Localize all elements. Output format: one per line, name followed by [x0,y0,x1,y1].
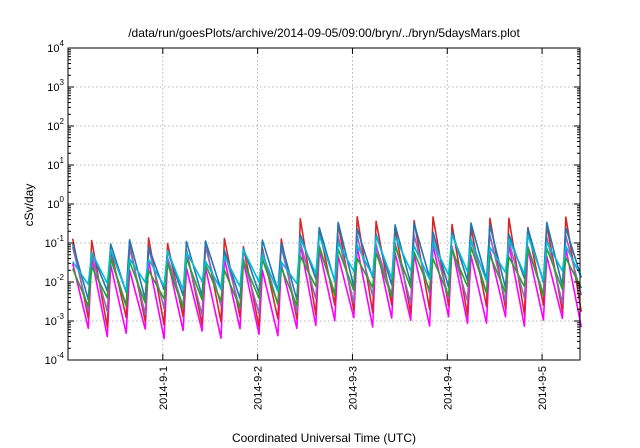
y-tick-label: 10-3 [45,312,65,328]
y-tick-label: 103 [47,78,64,94]
y-axis-label: cSv/day [22,184,36,227]
y-tick-label: 101 [47,156,64,172]
x-tick-label: 2014-9-3 [347,366,359,410]
tick-layer: 10-4 10-3 10-2 10-1 100 101 102 103 104 2014-9-1 2… [45,39,580,410]
y-tick-label: 10-1 [45,234,65,250]
x-tick-label: 2014-9-1 [158,366,170,410]
series-line [71,245,583,310]
x-tick-label: 2014-9-2 [253,366,265,410]
x-tick-label: 2014-9-5 [537,366,549,410]
y-tick-label: 10-4 [45,351,65,367]
y-tick-label: 100 [47,195,64,211]
series-layer [71,216,583,340]
x-tick-label: 2014-9-4 [442,366,454,410]
chart-title: /data/run/goesPlots/archive/2014-09-05/0… [128,26,520,40]
x-axis-label: Coordinated Universal Time (UTC) [232,431,416,445]
y-tick-label: 102 [47,117,64,133]
y-tick-label: 104 [47,39,64,55]
y-tick-label: 10-2 [45,273,65,289]
series-line [72,234,583,293]
